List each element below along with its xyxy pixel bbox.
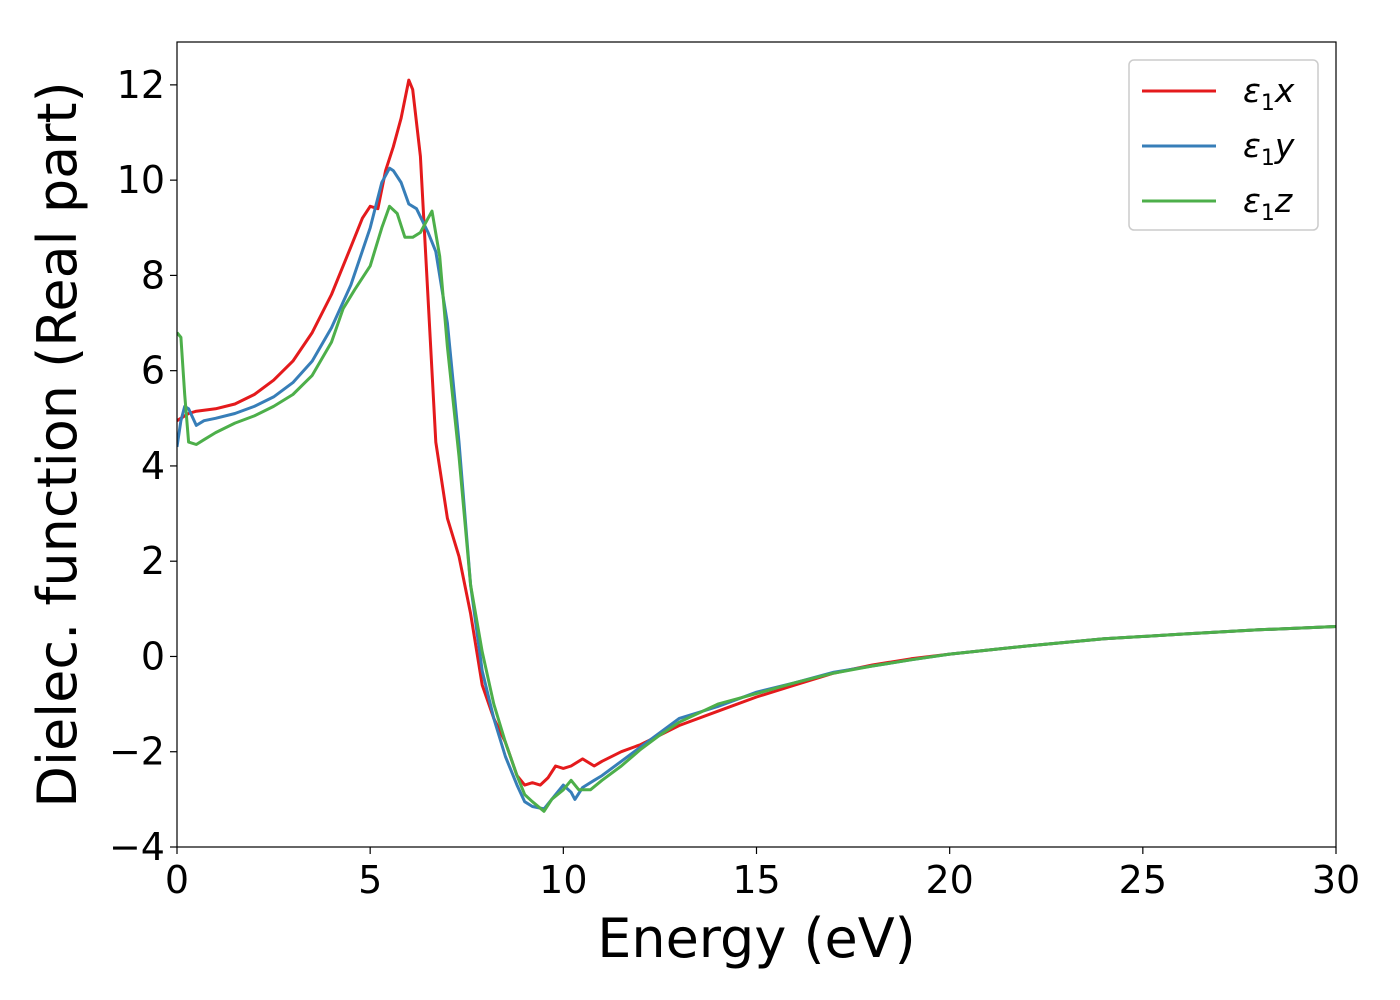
x-tick-label: 30 bbox=[1312, 858, 1360, 902]
x-tick-label: 20 bbox=[925, 858, 973, 902]
x-tick-label: 5 bbox=[358, 858, 382, 902]
legend-label-y: ε1y bbox=[1243, 126, 1295, 171]
y-tick-label: 0 bbox=[141, 634, 165, 678]
y-tick-label: 8 bbox=[141, 253, 165, 297]
x-axis-title: Energy (eV) bbox=[597, 907, 916, 970]
x-tick-label: 15 bbox=[732, 858, 780, 902]
x-axis: 0 5 10 15 20 25 30 bbox=[165, 847, 1360, 902]
y-axis: −4 −2 0 2 4 6 8 10 12 bbox=[109, 63, 177, 869]
y-tick-label: 2 bbox=[141, 539, 165, 583]
legend-label-z: ε1z bbox=[1243, 181, 1293, 226]
x-tick-label: 10 bbox=[539, 858, 587, 902]
legend-label-x: ε1x bbox=[1243, 71, 1295, 116]
x-tick-label: 0 bbox=[165, 858, 189, 902]
x-tick-label: 25 bbox=[1119, 858, 1167, 902]
y-tick-label: −4 bbox=[109, 825, 165, 869]
legend: ε1x ε1y ε1z bbox=[1128, 59, 1319, 231]
series-line-z bbox=[177, 204, 1336, 813]
y-tick-label: 6 bbox=[141, 349, 165, 393]
y-tick-label: −2 bbox=[109, 730, 165, 774]
y-axis-title: Dielec. function (Real part) bbox=[26, 81, 89, 807]
legend-box bbox=[1128, 59, 1319, 231]
series-line-y bbox=[177, 166, 1336, 811]
y-tick-label: 4 bbox=[141, 444, 165, 488]
y-tick-label: 12 bbox=[117, 63, 165, 107]
series-layer bbox=[177, 78, 1336, 813]
y-tick-label: 10 bbox=[117, 158, 165, 202]
